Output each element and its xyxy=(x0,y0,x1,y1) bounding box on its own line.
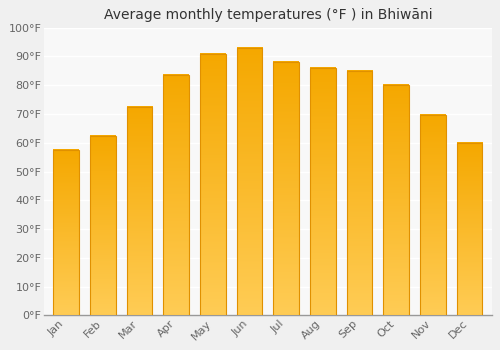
Bar xyxy=(420,116,446,315)
Bar xyxy=(236,48,262,315)
Bar xyxy=(90,135,116,315)
Bar xyxy=(53,150,79,315)
Bar xyxy=(200,54,226,315)
Bar xyxy=(457,143,482,315)
Bar xyxy=(126,107,152,315)
Title: Average monthly temperatures (°F ) in Bhiwāni: Average monthly temperatures (°F ) in Bh… xyxy=(104,8,432,22)
Bar xyxy=(346,71,372,315)
Bar xyxy=(274,62,299,315)
Bar xyxy=(384,85,409,315)
Bar xyxy=(163,75,189,315)
Bar xyxy=(310,68,336,315)
